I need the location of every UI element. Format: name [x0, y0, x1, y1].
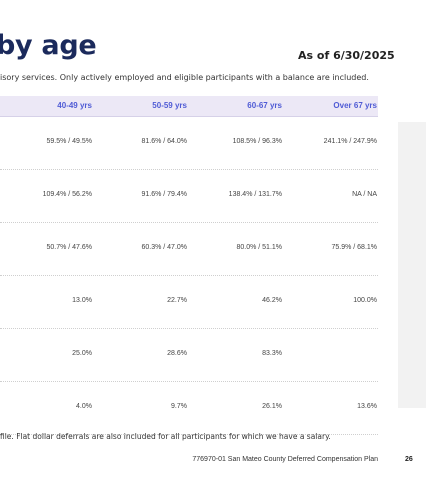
column-header-60-67: 60-67 yrs — [247, 101, 282, 110]
table-cell: 80.0% / 51.1% — [236, 244, 282, 251]
table-cell: 13.0% — [72, 297, 92, 304]
table-cell: NA / NA — [352, 191, 377, 198]
page-subtitle: isory services. Only actively employed a… — [0, 73, 369, 82]
table-cell: 26.1% — [262, 403, 282, 410]
page-title: by age — [0, 30, 97, 61]
table-cell: 81.6% / 64.0% — [141, 138, 187, 145]
as-of-date: As of 6/30/2025 — [298, 49, 395, 62]
table-row: 109.4% / 56.2% 91.6% / 79.4% 138.4% / 13… — [0, 170, 378, 223]
footnote: file. Flat dollar deferrals are also inc… — [0, 432, 331, 441]
column-header-50-59: 50-59 yrs — [152, 101, 187, 110]
table-row: 4.0% 9.7% 26.1% 13.6% — [0, 382, 378, 435]
column-header-over-67: Over 67 yrs — [333, 101, 377, 110]
table-cell: 83.3% — [262, 350, 282, 357]
table-row: 59.5% / 49.5% 81.6% / 64.0% 108.5% / 96.… — [0, 117, 378, 170]
page-number: 26 — [405, 456, 413, 463]
footer-document-name: 776970-01 San Mateo County Deferred Comp… — [192, 456, 378, 463]
table-cell: 22.7% — [167, 297, 187, 304]
table-cell: 241.1% / 247.9% — [323, 138, 377, 145]
table-row: 50.7% / 47.6% 60.3% / 47.0% 80.0% / 51.1… — [0, 223, 378, 276]
table-cell: 50.7% / 47.6% — [46, 244, 92, 251]
table-cell: 13.6% — [357, 403, 377, 410]
table-cell: 59.5% / 49.5% — [46, 138, 92, 145]
column-header-40-49: 40-49 yrs — [57, 101, 92, 110]
table-cell: 28.6% — [167, 350, 187, 357]
table-row: 13.0% 22.7% 46.2% 100.0% — [0, 276, 378, 329]
age-ratio-table: 40-49 yrs 50-59 yrs 60-67 yrs Over 67 yr… — [0, 96, 378, 435]
table-cell: 25.0% — [72, 350, 92, 357]
table-cell: 75.9% / 68.1% — [331, 244, 377, 251]
table-cell: 46.2% — [262, 297, 282, 304]
table-cell: 60.3% / 47.0% — [141, 244, 187, 251]
table-cell: 108.5% / 96.3% — [232, 138, 282, 145]
table-cell: 109.4% / 56.2% — [42, 191, 92, 198]
table-cell: 91.6% / 79.4% — [141, 191, 187, 198]
table-cell: 138.4% / 131.7% — [228, 191, 282, 198]
table-header: 40-49 yrs 50-59 yrs 60-67 yrs Over 67 yr… — [0, 96, 378, 117]
side-panel — [398, 122, 426, 408]
table-cell: 9.7% — [171, 403, 187, 410]
table-cell: 4.0% — [76, 403, 92, 410]
table-row: 25.0% 28.6% 83.3% — [0, 329, 378, 382]
table-cell: 100.0% — [353, 297, 377, 304]
